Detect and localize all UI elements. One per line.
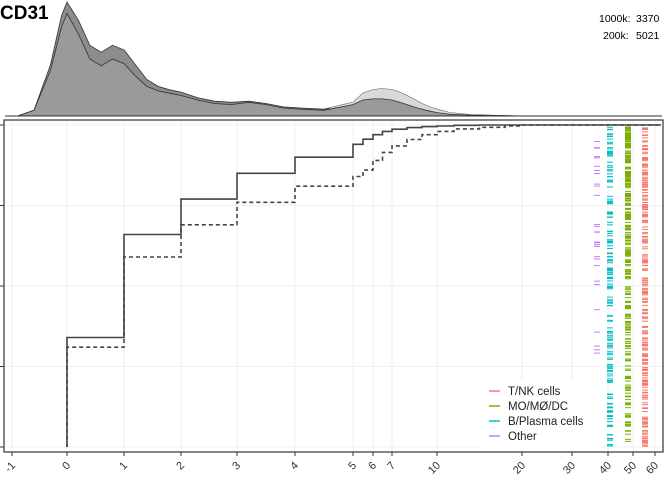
x-tick-label-4: 3 — [230, 460, 243, 473]
x-axis: -1 0 1 2 3 4 5 6 7 10 20 30 40 50 60 — [3, 452, 661, 477]
x-tick-label-0: -1 — [3, 460, 18, 475]
y-axis-ticks — [0, 124, 4, 448]
count-label-200k: 200k: — [603, 30, 629, 42]
count-label-1000k: 1000k: — [599, 13, 631, 25]
x-tick-label-5: 4 — [288, 460, 301, 473]
ecdf-line-dashed — [66, 124, 661, 447]
x-tick-label-8: 7 — [385, 460, 398, 473]
x-tick-label-9: 10 — [426, 460, 443, 477]
density-panel: CD31 1000k: 3370 200k: 5021 — [0, 1, 662, 117]
x-tick-label-1: 0 — [60, 460, 73, 473]
x-tick-label-13: 50 — [622, 460, 639, 477]
x-tick-label-3: 2 — [174, 460, 187, 473]
x-tick-label-6: 5 — [346, 460, 359, 473]
cell-type-rugs — [594, 126, 648, 447]
legend-label-0: T/NK cells — [508, 386, 561, 398]
legend-label-2: B/Plasma cells — [508, 416, 584, 428]
x-tick-label-12: 40 — [597, 460, 614, 477]
x-tick-label-7: 6 — [366, 460, 379, 473]
count-value-1000k: 3370 — [636, 13, 660, 25]
legend-label-3: Other — [508, 431, 537, 443]
chart-title: CD31 — [0, 3, 49, 24]
legend-label-1: MO/MØ/DC — [508, 401, 568, 413]
x-tick-label-14: 60 — [644, 460, 661, 477]
density-curve-small — [17, 12, 532, 117]
ecdf-panel: T/NK cells MO/MØ/DC B/Plasma cells Other — [0, 119, 664, 453]
density-curves — [5, 1, 662, 117]
ecdf-lines — [66, 124, 661, 447]
ecdf-line-solid — [66, 124, 661, 447]
legend: T/NK cells MO/MØ/DC B/Plasma cells Other — [480, 380, 598, 448]
x-tick-label-2: 1 — [117, 460, 130, 473]
x-tick-label-10: 20 — [511, 460, 528, 477]
count-value-200k: 5021 — [636, 30, 660, 42]
x-tick-label-11: 30 — [561, 460, 578, 477]
